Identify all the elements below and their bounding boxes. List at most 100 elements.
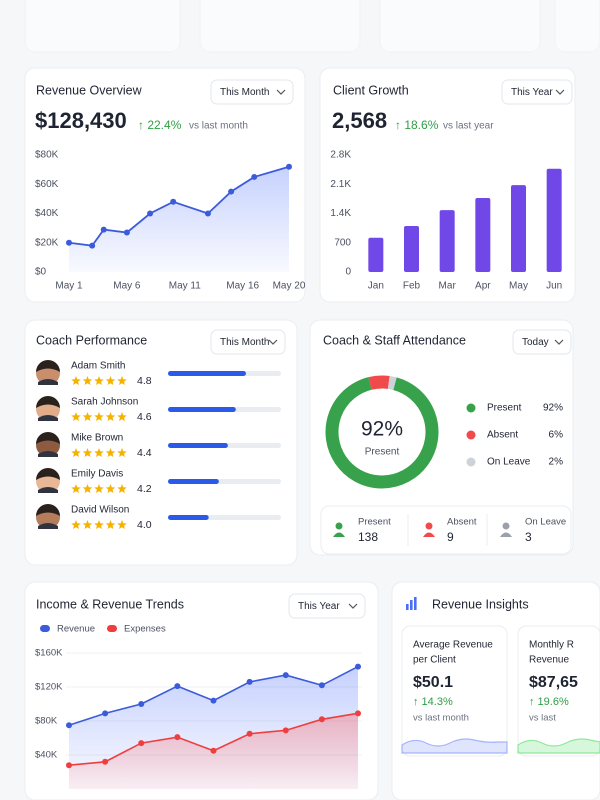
dropdown[interactable]: This Month: [210, 79, 294, 105]
star: [82, 448, 93, 458]
summary-label: Absent: [447, 517, 477, 528]
dropdown[interactable]: This Year: [288, 593, 366, 619]
insight-label: per Client: [413, 655, 456, 666]
y-tick-label: $40K: [35, 208, 59, 219]
legend-dot: [466, 430, 476, 440]
kpi-note: vs last year: [443, 121, 494, 132]
star: [71, 520, 81, 530]
legend-label: On Leave: [487, 457, 531, 468]
coach-rating: 4.4: [137, 447, 152, 459]
star: [105, 376, 116, 386]
avatar-body: [38, 487, 58, 493]
kpi-value: $128,430: [35, 108, 127, 133]
dropdown[interactable]: Today: [512, 329, 572, 355]
y-tick-label: $0: [35, 267, 47, 278]
coach-rating: 4.0: [137, 519, 152, 531]
y-tick-label: $120K: [35, 682, 63, 693]
point: [66, 722, 72, 729]
star: [94, 520, 104, 530]
summary-count: 3: [525, 530, 532, 544]
person-icon-head: [335, 522, 343, 530]
point: [355, 663, 361, 670]
legend-value: 92%: [543, 403, 563, 414]
point: [204, 210, 211, 217]
kpi-change: ↑ 22.4%: [138, 118, 182, 132]
legend-dot: [466, 403, 476, 413]
avatar-body: [38, 523, 58, 529]
point: [66, 239, 72, 246]
kpi-note: vs last month: [189, 121, 248, 132]
point: [66, 762, 72, 769]
card-title: Coach & Staff Attendance: [323, 333, 466, 347]
coach-name: Adam Smith: [71, 361, 125, 372]
coach-name: David Wilson: [71, 505, 129, 516]
x-tick-label: May: [509, 281, 528, 292]
dropdown-box: [288, 593, 366, 619]
dropdown-label: This Year: [511, 87, 553, 98]
insight-note: vs last: [529, 713, 556, 724]
star: [82, 376, 93, 386]
star: [94, 484, 104, 494]
dropdown-box: [512, 329, 572, 355]
dropdown[interactable]: This Month: [210, 329, 286, 355]
x-tick-label: Mar: [439, 281, 457, 292]
card-title: Coach Performance: [36, 333, 147, 347]
insight-note: vs last month: [413, 713, 469, 724]
legend-label: Revenue: [57, 624, 95, 635]
y-tick-label: $80K: [35, 716, 58, 727]
point: [355, 710, 361, 717]
avatar-body: [38, 451, 58, 457]
star: [117, 376, 127, 386]
dropdown-label: This Year: [298, 601, 340, 612]
x-tick-label: May 11: [169, 281, 201, 292]
x-tick-label: Jan: [368, 281, 384, 292]
point: [246, 678, 253, 685]
point: [210, 747, 217, 754]
person-icon-head: [425, 522, 433, 530]
bar: [439, 210, 455, 272]
legend-value: 6%: [549, 430, 564, 441]
y-tick-label: $20K: [35, 237, 59, 248]
summary-count: 138: [358, 530, 378, 544]
x-tick-label: May 16: [226, 281, 259, 292]
point: [318, 716, 325, 723]
point: [246, 730, 253, 737]
insight-icon: [406, 604, 409, 610]
kpi-value: 2,568: [332, 108, 387, 133]
point: [138, 701, 145, 707]
line: [68, 165, 290, 247]
insight-change: ↑ 14.3%: [413, 696, 453, 708]
insight-change: ↑ 19.6%: [529, 696, 569, 708]
legend-label: Present: [487, 403, 522, 414]
point: [282, 727, 289, 734]
progress-bar: [168, 407, 236, 412]
star: [105, 412, 116, 422]
star: [82, 412, 93, 422]
insight-value: $50.1: [413, 674, 453, 691]
star: [117, 484, 127, 494]
card-title: Revenue Overview: [36, 83, 143, 97]
point: [174, 683, 181, 690]
point: [123, 229, 130, 236]
coach-name: Emily Davis: [71, 469, 123, 480]
chevron: [555, 89, 565, 95]
avatar-body: [38, 379, 58, 385]
progress-bar: [168, 479, 219, 484]
insight-label: Revenue: [529, 655, 569, 666]
insight-icon: [410, 600, 413, 610]
insight-icon: [414, 597, 417, 610]
star: [117, 412, 127, 422]
bar: [546, 168, 562, 272]
sparkline: [517, 738, 600, 754]
dropdown-box: [210, 79, 294, 105]
point: [282, 672, 289, 679]
y-tick-label: $80K: [35, 150, 59, 161]
y-tick-label: 700: [334, 237, 351, 248]
legend-label: Absent: [487, 430, 518, 441]
x-tick-label: Apr: [475, 281, 491, 292]
coach-rating: 4.2: [137, 483, 152, 495]
point: [147, 210, 154, 217]
bar: [368, 237, 384, 272]
dropdown[interactable]: This Year: [501, 79, 573, 105]
